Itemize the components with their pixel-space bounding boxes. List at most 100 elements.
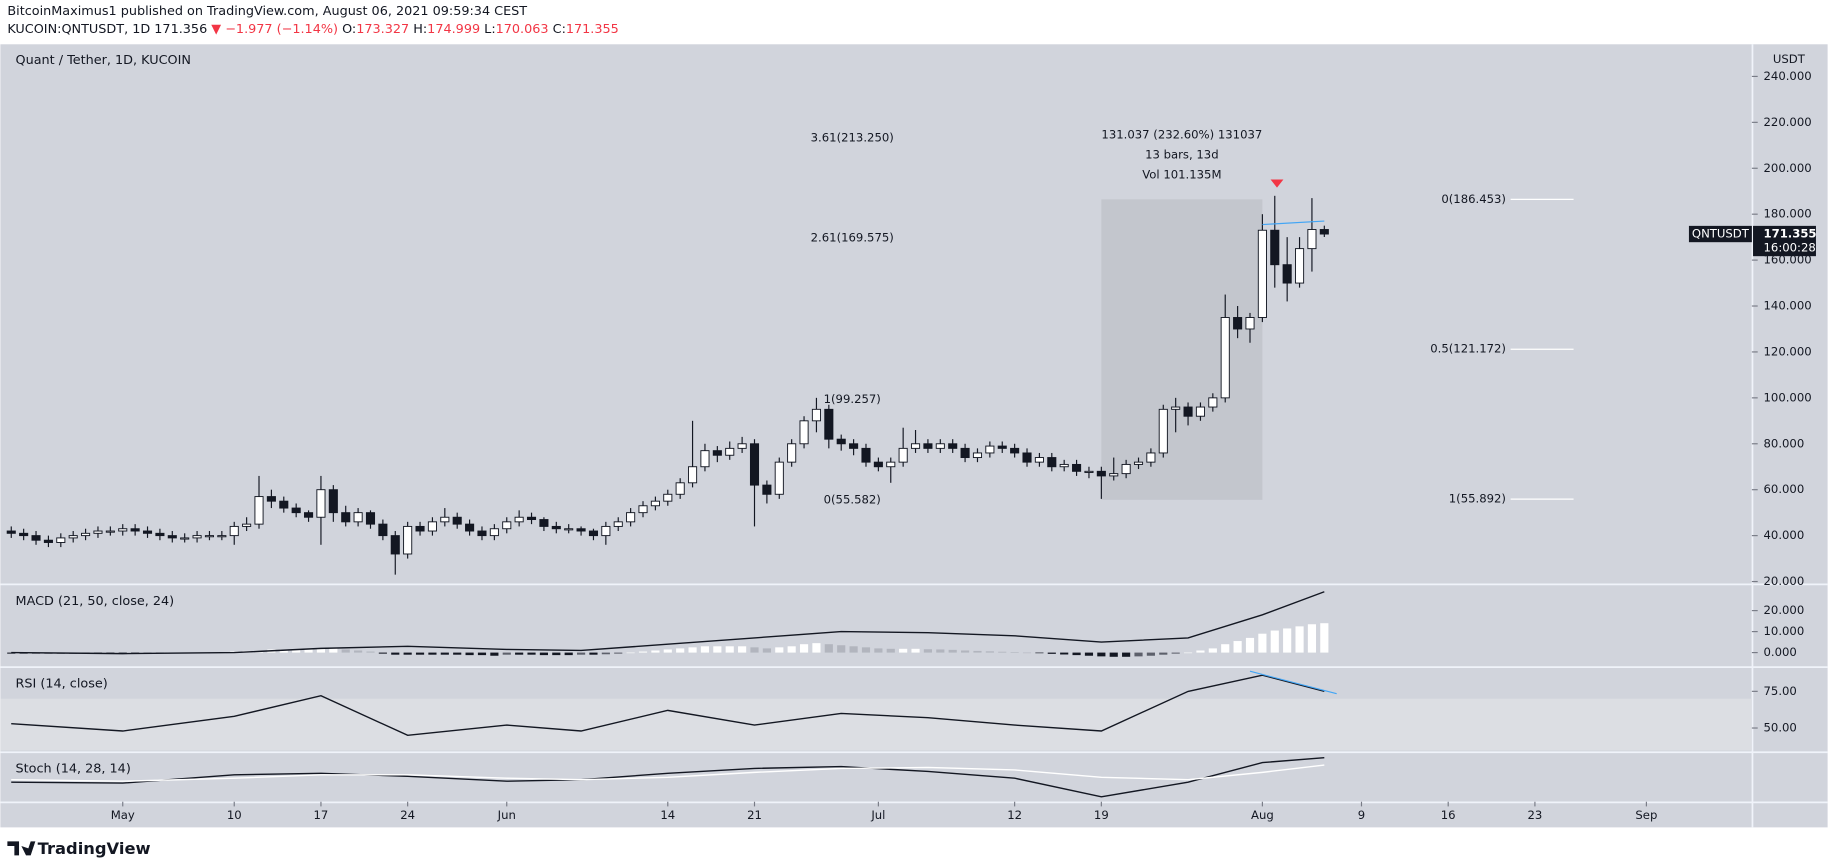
candle-body bbox=[787, 443, 797, 463]
histogram-bar bbox=[577, 652, 586, 655]
candle-body bbox=[291, 507, 301, 514]
candle-body bbox=[316, 489, 326, 518]
candle-body bbox=[1146, 452, 1156, 463]
candle-body bbox=[1072, 463, 1082, 472]
candle-body bbox=[1270, 229, 1280, 266]
histogram-bar bbox=[1221, 644, 1230, 653]
histogram-bar bbox=[738, 646, 747, 653]
candle-body bbox=[390, 535, 400, 555]
histogram-bar bbox=[1035, 652, 1044, 654]
histogram-bar bbox=[1270, 630, 1279, 653]
pane-title: RSI (14, close) bbox=[16, 677, 108, 692]
pane-title: Quant / Tether, 1D, KUCOIN bbox=[16, 53, 191, 68]
histogram-bar bbox=[762, 648, 771, 653]
histogram-bar bbox=[366, 651, 375, 653]
symbol: KUCOIN:QNTUSDT, 1D bbox=[7, 22, 150, 37]
candle-body bbox=[1171, 406, 1181, 410]
x-tick-label: Jun bbox=[497, 808, 516, 822]
y-tick-label: 20.000 bbox=[1764, 603, 1805, 617]
candle-body bbox=[242, 523, 252, 527]
y-tick-label: 220.000 bbox=[1764, 115, 1812, 129]
histogram-bar bbox=[626, 652, 635, 654]
candle-body bbox=[489, 528, 499, 537]
histogram-bar bbox=[1245, 637, 1255, 653]
histogram-bar bbox=[700, 646, 710, 653]
histogram-bar bbox=[1159, 652, 1168, 655]
candle-body bbox=[180, 537, 190, 540]
candle-body bbox=[601, 525, 611, 537]
candle-body bbox=[811, 408, 821, 422]
histogram-bar bbox=[1307, 624, 1317, 653]
c-key: C: bbox=[553, 22, 566, 37]
pane-title: Stoch (14, 28, 14) bbox=[16, 762, 131, 777]
candle-body bbox=[1133, 461, 1144, 465]
histogram-bar bbox=[874, 648, 883, 653]
histogram-bar bbox=[1283, 628, 1292, 653]
x-tick-label: 24 bbox=[400, 808, 415, 822]
histogram-bar bbox=[1047, 652, 1056, 654]
trendline bbox=[1262, 220, 1325, 226]
histogram-bar bbox=[787, 646, 796, 653]
candle-body bbox=[31, 535, 41, 541]
histogram-bar bbox=[403, 652, 412, 655]
candle-body bbox=[427, 521, 437, 532]
histogram-bar bbox=[527, 652, 536, 655]
y-tick-label: 50.00 bbox=[1764, 721, 1797, 735]
candle-body bbox=[824, 408, 834, 440]
candle-body bbox=[142, 530, 153, 534]
candle-body bbox=[1282, 264, 1292, 284]
histogram-bar bbox=[1320, 623, 1329, 653]
histogram-bar bbox=[1208, 648, 1217, 653]
histogram-bar bbox=[676, 648, 685, 653]
candle-body bbox=[972, 452, 983, 459]
candle-body bbox=[588, 530, 599, 537]
logo-text: TradingView bbox=[38, 839, 151, 858]
candle-body bbox=[799, 420, 809, 445]
candle-body bbox=[861, 447, 871, 463]
histogram-bar bbox=[998, 651, 1007, 653]
range-text: 13 bars, 13d bbox=[1145, 147, 1219, 161]
histogram-bar bbox=[799, 644, 809, 653]
candle-body bbox=[1257, 229, 1267, 318]
candle-body bbox=[675, 482, 685, 495]
histogram-bar bbox=[948, 649, 957, 653]
histogram-bar bbox=[886, 648, 895, 653]
range-text: Vol 101.135M bbox=[1142, 167, 1221, 181]
candle-body bbox=[477, 530, 487, 537]
candle-body bbox=[204, 535, 215, 538]
candle-body bbox=[279, 500, 289, 509]
candle-body bbox=[1233, 317, 1243, 330]
price-label-symbol: QNTUSDT bbox=[1692, 227, 1750, 241]
x-tick-label: 10 bbox=[227, 808, 242, 822]
y-tick-label: 140.000 bbox=[1764, 299, 1812, 313]
histogram-bar bbox=[1146, 652, 1155, 656]
y-tick-label: 100.000 bbox=[1764, 390, 1812, 404]
histogram-bar bbox=[440, 652, 449, 655]
fib-label: 1(99.257) bbox=[824, 392, 881, 406]
candle-body bbox=[304, 512, 314, 518]
histogram-bar bbox=[849, 646, 858, 653]
y-tick-label: 10.000 bbox=[1764, 624, 1805, 638]
candle-body bbox=[1158, 408, 1168, 454]
chart-background bbox=[0, 44, 1828, 828]
candle-body bbox=[378, 523, 388, 537]
fib-label: 3.61(213.250) bbox=[811, 130, 894, 144]
candle-body bbox=[910, 443, 921, 449]
candle-body bbox=[1183, 406, 1193, 417]
histogram-bar bbox=[837, 645, 846, 653]
histogram-bar bbox=[775, 647, 784, 653]
signal-arrow bbox=[1270, 179, 1284, 188]
histogram-bar bbox=[391, 652, 400, 655]
candle-body bbox=[1034, 457, 1044, 463]
histogram-bar bbox=[725, 646, 734, 653]
y-tick-label: 240.000 bbox=[1764, 69, 1812, 83]
price-label-price: 171.355 bbox=[1764, 227, 1817, 241]
y-tick-label: 80.000 bbox=[1764, 436, 1805, 450]
histogram-bar bbox=[1258, 633, 1267, 653]
histogram-bar bbox=[477, 652, 487, 656]
histogram-bar bbox=[936, 649, 945, 653]
y-tick-label: 75.00 bbox=[1764, 684, 1797, 698]
candle-body bbox=[93, 530, 103, 534]
candle-body bbox=[712, 450, 722, 456]
